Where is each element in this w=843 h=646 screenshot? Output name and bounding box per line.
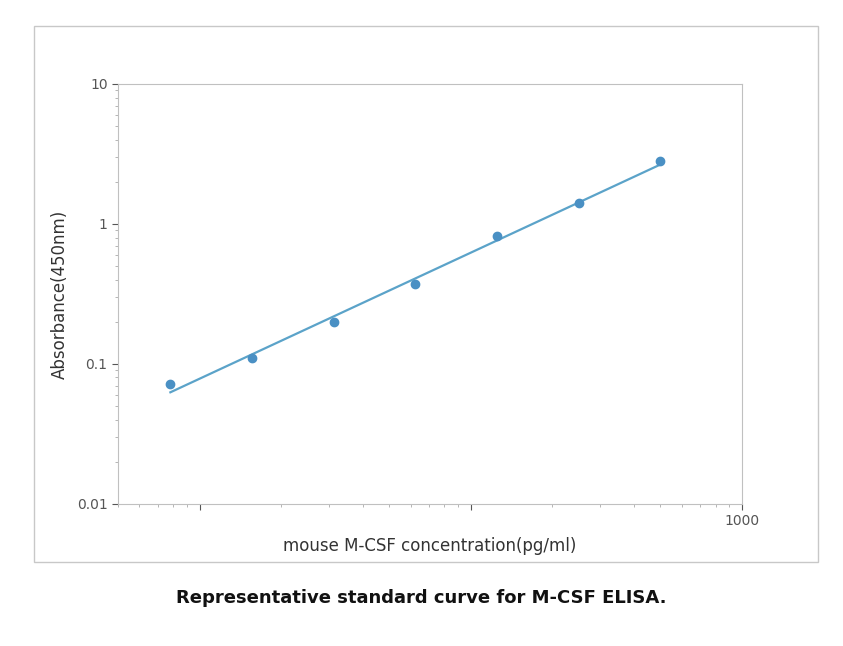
Text: Representative standard curve for M-CSF ELISA.: Representative standard curve for M-CSF … bbox=[176, 589, 667, 607]
Y-axis label: Absorbance(450nm): Absorbance(450nm) bbox=[51, 209, 68, 379]
X-axis label: mouse M-CSF concentration(pg/ml): mouse M-CSF concentration(pg/ml) bbox=[283, 537, 577, 555]
